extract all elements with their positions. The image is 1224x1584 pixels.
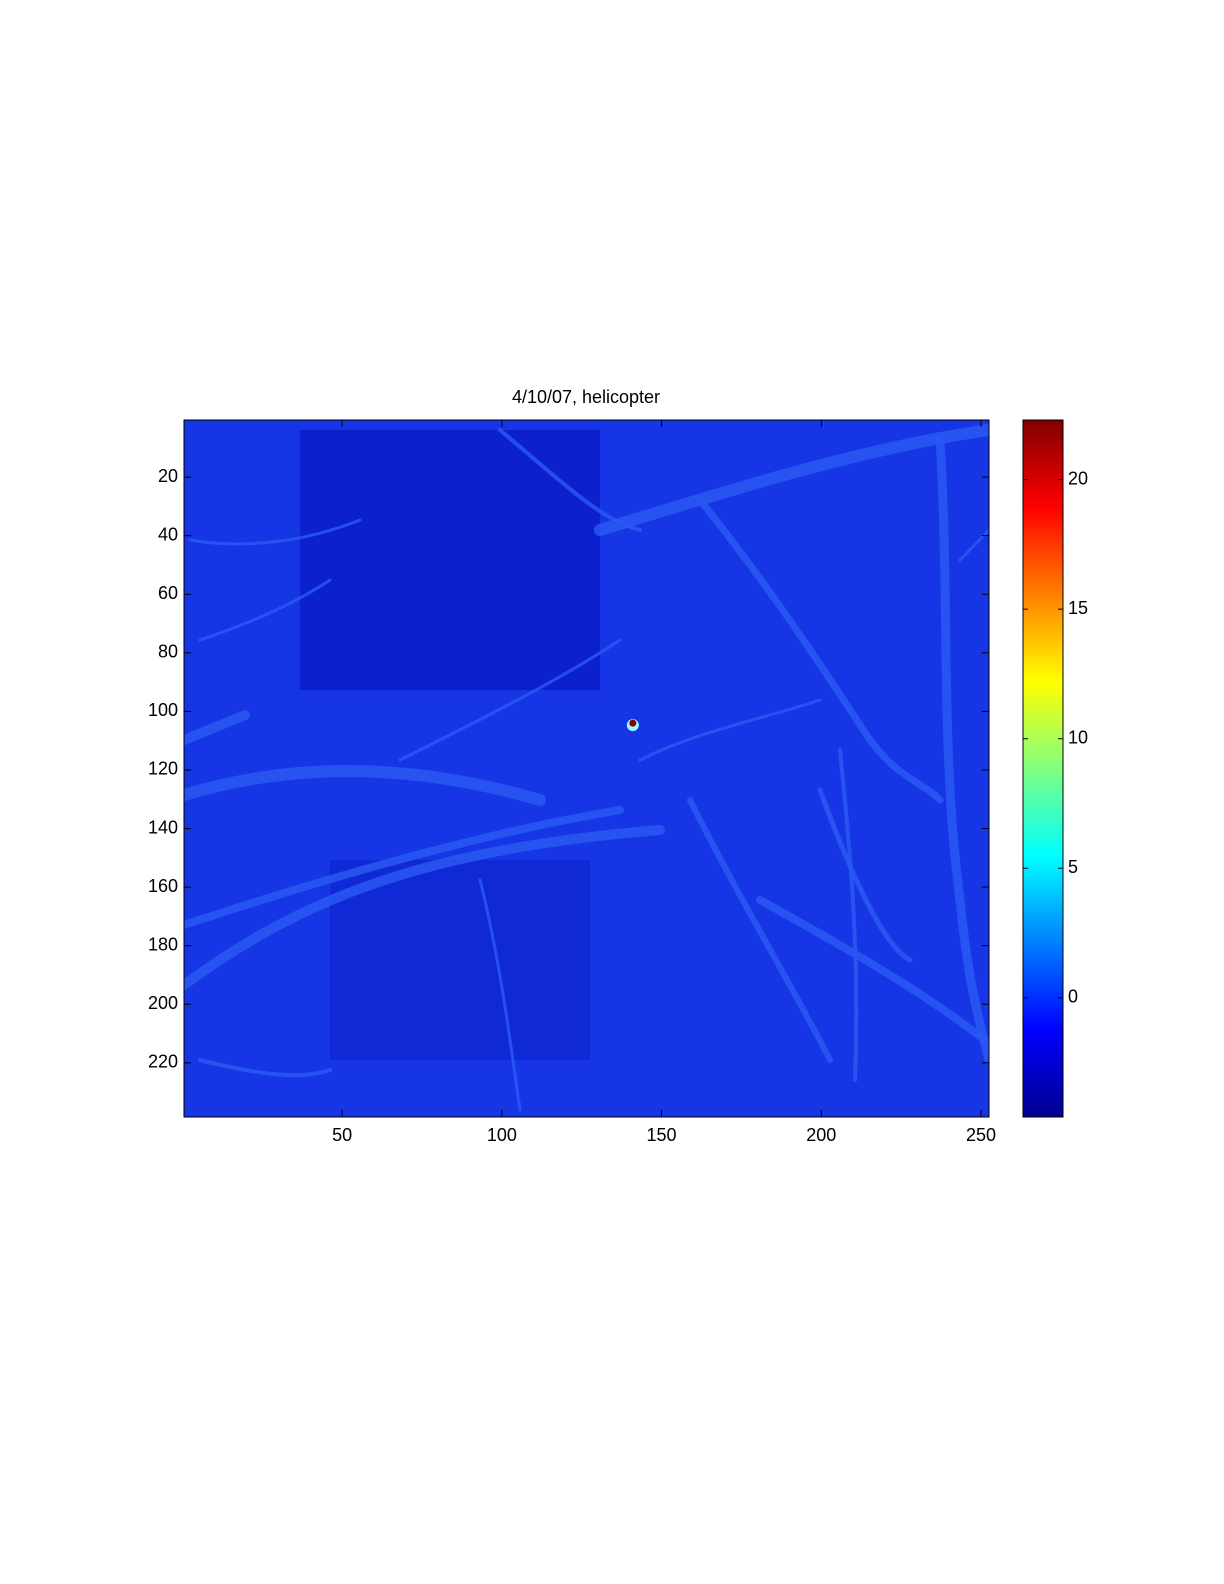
x-tick-label: 250	[966, 1125, 996, 1145]
y-tick-label: 200	[148, 993, 178, 1013]
y-tick-label: 100	[148, 700, 178, 720]
y-tick-label: 20	[158, 466, 178, 486]
chart-title: 4/10/07, helicopter	[512, 387, 660, 407]
y-tick-label: 180	[148, 934, 178, 954]
colorbar-tick-label: 0	[1068, 987, 1078, 1007]
colorbar-tick-label: 15	[1068, 598, 1088, 618]
x-tick-label: 150	[647, 1125, 677, 1145]
plot-frame	[183, 419, 990, 1118]
x-tick-label: 100	[487, 1125, 517, 1145]
colorbar-tick-label: 5	[1068, 857, 1078, 877]
x-tick-label: 200	[806, 1125, 836, 1145]
y-tick-label: 80	[158, 642, 178, 662]
y-tick-label: 40	[158, 524, 178, 544]
y-tick-label: 220	[148, 1052, 178, 1072]
x-tick-label: 50	[332, 1125, 352, 1145]
y-tick-label: 160	[148, 876, 178, 896]
image	[184, 420, 989, 1117]
colorbar-tick-label: 10	[1068, 727, 1088, 747]
y-tick-label: 140	[148, 817, 178, 837]
colorbar	[1022, 419, 1064, 1118]
y-tick-label: 60	[158, 583, 178, 603]
peak	[629, 719, 637, 727]
colorbar-tick-label: 20	[1068, 468, 1088, 488]
y-tick-label: 120	[148, 759, 178, 779]
